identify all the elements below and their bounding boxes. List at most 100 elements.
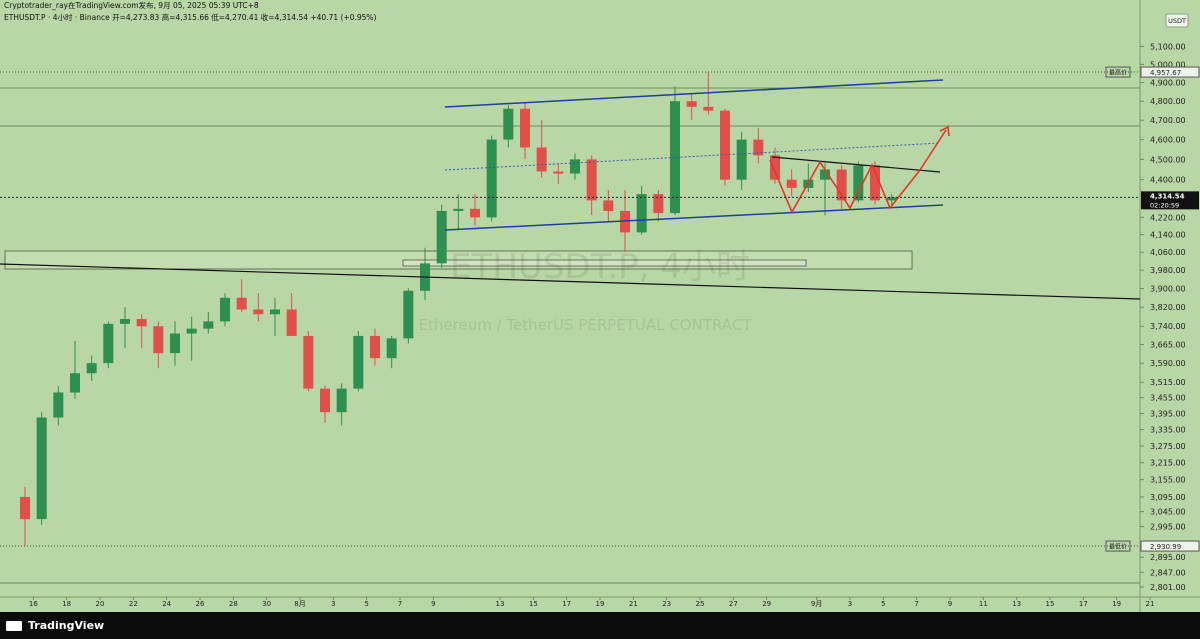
x-tick-label: 21: [1146, 600, 1155, 608]
candles: [20, 71, 897, 547]
x-tick-label: 17: [1079, 600, 1088, 608]
y-tick-label: 3,455.00: [1150, 394, 1186, 403]
candle-body: [53, 392, 64, 418]
y-tick-label: 3,275.00: [1150, 442, 1186, 451]
candle-body: [36, 417, 47, 520]
candle-body: [286, 309, 297, 336]
y-tick-label: 3,665.00: [1150, 341, 1186, 350]
y-tick-label: 3,335.00: [1150, 426, 1186, 435]
last-price-value: 4,314.54: [1150, 192, 1185, 200]
y-tick-label: 4,140.00: [1150, 231, 1186, 240]
price-tag-box: [1140, 540, 1200, 552]
y-tick-label: 2,995.00: [1150, 523, 1186, 532]
candle-body: [353, 335, 364, 389]
y-tick-label: 3,155.00: [1150, 476, 1186, 485]
candle-body: [336, 388, 347, 413]
currency-button[interactable]: [1165, 13, 1189, 28]
candle-body: [686, 101, 697, 107]
x-tick-label: 27: [729, 600, 738, 608]
candle-body: [236, 297, 247, 310]
candle-body: [453, 208, 464, 211]
candle-body: [470, 208, 480, 218]
footer-bar: [0, 612, 1200, 639]
candle-body: [753, 139, 764, 156]
price-tag-name-box: [1105, 66, 1131, 78]
x-tick-label: 25: [696, 600, 705, 608]
candle-body: [736, 139, 747, 180]
header-symbol: ETHUSDT.P · 4小时 · Binance 开=4,273.83 高=4…: [4, 12, 377, 22]
x-tick-label: 19: [596, 600, 605, 608]
x-tick-label: 26: [196, 600, 205, 608]
y-tick-label: 2,847.00: [1150, 568, 1186, 577]
x-tick-label: 30: [262, 600, 271, 608]
y-tick-label: 3,740.00: [1150, 322, 1186, 331]
price-tag-value: 2,930.99: [1150, 543, 1181, 551]
candle-body: [586, 159, 597, 201]
x-tick-label: 28: [229, 600, 238, 608]
candle-body: [670, 101, 680, 214]
header-author: Cryptotrader_ray在TradingView.com发布, 9月 0…: [4, 0, 259, 10]
currency-label[interactable]: USDT: [1168, 17, 1186, 25]
y-tick-label: 4,400.00: [1150, 176, 1186, 185]
y-tick-label: 3,515.00: [1150, 378, 1186, 387]
candle-body: [86, 363, 97, 374]
candle-body: [653, 194, 664, 214]
y-tick-label: 3,215.00: [1150, 459, 1186, 468]
x-tick-label: 9: [431, 600, 435, 608]
channel-mid: [444, 142, 941, 171]
candle-body: [70, 373, 80, 393]
candle-body: [603, 200, 614, 211]
candle-body: [570, 159, 580, 174]
x-tick-label: 24: [162, 600, 171, 608]
x-tick-label: 17: [562, 600, 571, 608]
last-price-countdown: 02:20:59: [1150, 201, 1179, 209]
price-tag-box: [1140, 66, 1200, 78]
axes: 5,100.00 5,000.00 4,900.00 4,800.00 4,700.00…: [0, 43, 1200, 608]
candle-body: [486, 139, 497, 218]
x-tick-label: 9月: [811, 600, 822, 608]
candle-body: [636, 194, 647, 233]
y-tick-label: 4,060.00: [1150, 248, 1186, 257]
y-tick-label: 3,590.00: [1150, 359, 1186, 368]
candle-body: [536, 147, 547, 172]
drawings: [0, 87, 1140, 584]
y-tick-label: 2,801.00: [1150, 583, 1186, 592]
candle-body: [303, 335, 314, 389]
y-tick-label: 3,820.00: [1150, 303, 1186, 312]
x-tick-label: 15: [1046, 600, 1055, 608]
candle-body: [120, 319, 130, 324]
candle-body: [770, 155, 780, 180]
x-tick-label: 21: [629, 600, 638, 608]
footer-brand: TradingView: [28, 619, 104, 632]
candle-body: [186, 328, 197, 334]
candle-body: [253, 309, 264, 315]
candle-body: [370, 335, 380, 359]
y-tick-label: 4,500.00: [1150, 155, 1186, 164]
y-tick-label: 5,100.00: [1150, 43, 1186, 52]
x-tick-label: 13: [496, 600, 505, 608]
neckline: [771, 156, 941, 173]
candle-body: [20, 496, 30, 520]
candle-body: [720, 110, 730, 180]
candle-body: [320, 388, 330, 413]
candle-body: [170, 333, 180, 354]
x-tick-label: 11: [979, 600, 988, 608]
candle-body: [220, 297, 230, 322]
candle-body: [136, 319, 147, 327]
y-tick-label: 3,900.00: [1150, 284, 1186, 293]
y-tick-label: 4,900.00: [1150, 79, 1186, 88]
x-tick-label: 18: [62, 600, 71, 608]
y-tick-label: 2,895.00: [1150, 553, 1186, 562]
trend-line: [0, 263, 1141, 300]
candle-body: [886, 197, 897, 201]
background: [0, 0, 1200, 612]
candle-body: [553, 171, 564, 174]
candle-body: [870, 165, 880, 201]
x-tick-label: 7: [914, 600, 918, 608]
candle-body: [203, 321, 214, 329]
projection-arrowhead: [939, 125, 950, 137]
x-tick-label: 29: [762, 600, 771, 608]
x-tick-label: 7: [398, 600, 402, 608]
y-tick-label: 5,000.00: [1150, 60, 1186, 69]
